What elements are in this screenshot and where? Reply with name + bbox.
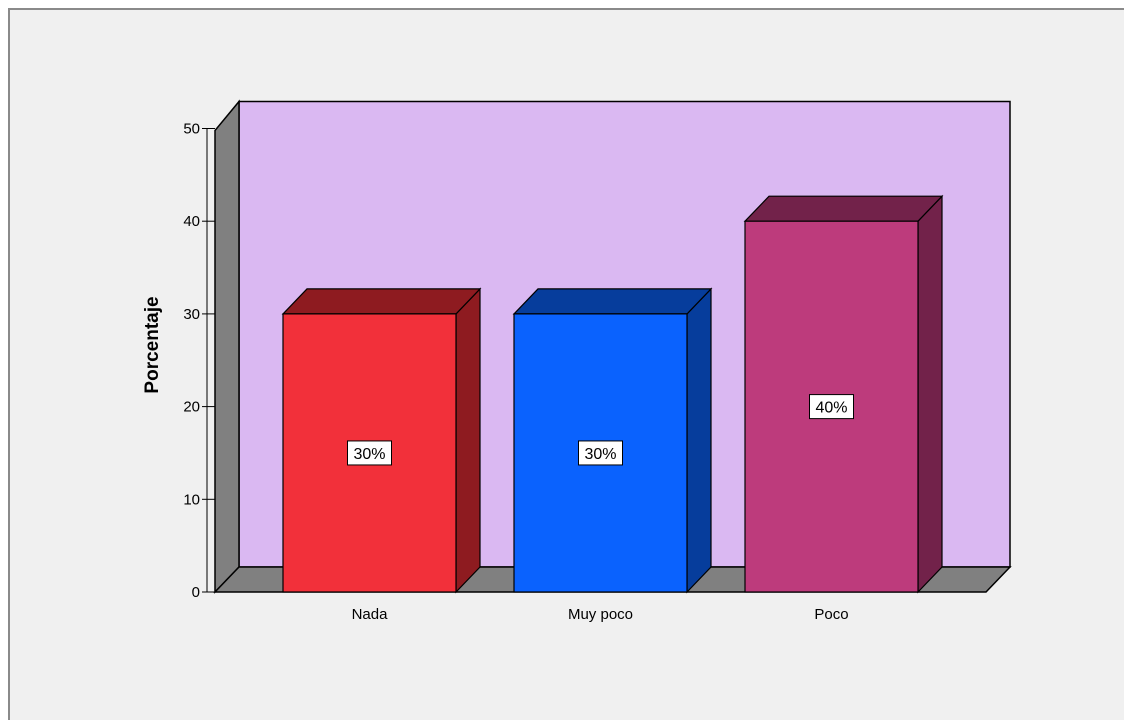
y-tick-label: 50 — [183, 121, 200, 138]
x-category-label: Poco — [814, 606, 848, 623]
x-category-label: Nada — [352, 606, 389, 623]
data-label: 40% — [815, 400, 847, 417]
data-label: 30% — [353, 446, 385, 463]
bar-side-face — [455, 287, 481, 594]
data-label-box — [347, 440, 392, 466]
bar-top-face — [512, 288, 713, 315]
data-label: 30% — [584, 446, 616, 463]
bar-top-face — [281, 288, 482, 315]
y-tick-label: 10 — [183, 491, 200, 508]
chart-frame: 0 10 20 30 40 50 Porcentaje 30% Nada 30% Muy poco 4… — [8, 8, 1124, 720]
data-label-box — [809, 394, 854, 420]
bar-top-face — [743, 195, 944, 222]
side-wall — [214, 99, 240, 594]
y-tick-label: 0 — [192, 584, 200, 601]
y-axis-title: Porcentaje — [142, 296, 163, 393]
bar-side-face — [917, 194, 943, 594]
data-label-box — [578, 440, 623, 466]
bar-chart: 0 10 20 30 40 50 Porcentaje 30% Nada 30% Muy poco 4… — [142, 99, 1012, 623]
x-category-label: Muy poco — [568, 606, 633, 623]
y-tick-label: 30 — [183, 306, 200, 323]
y-tick-label: 20 — [183, 399, 200, 416]
bar-side-face — [686, 287, 712, 594]
y-tick-label: 40 — [183, 213, 200, 230]
